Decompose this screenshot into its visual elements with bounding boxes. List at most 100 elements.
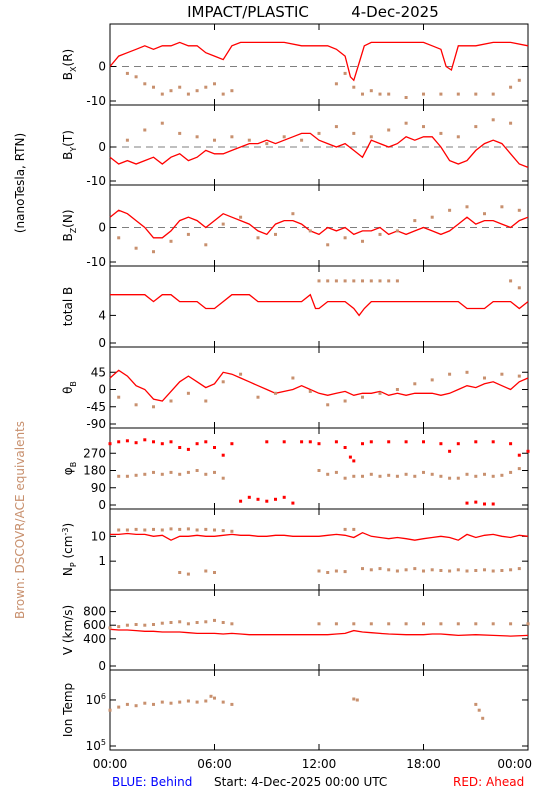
series-point (378, 391, 382, 395)
series-point (274, 391, 277, 395)
series-point (134, 75, 138, 79)
series-point (491, 92, 495, 96)
panel-ylabel-temp: Ion Temp (61, 683, 75, 737)
series-point (439, 622, 443, 626)
series-point (422, 440, 425, 444)
y-tick-label: -10 (86, 255, 106, 269)
series-point (125, 138, 129, 142)
panel-theta: 45 0 -45 -90 θB (61, 346, 529, 431)
series-bx-0 (109, 41, 529, 82)
series-point (213, 470, 216, 474)
series-point (404, 440, 408, 444)
series-point (509, 85, 513, 89)
series-point (500, 205, 504, 209)
series-point (221, 529, 225, 533)
series-point (334, 82, 338, 86)
series-point (204, 527, 208, 531)
x-tick-label: 06:00 (197, 757, 232, 771)
series-point (378, 232, 382, 236)
panel-ylabel-bz: BZ(N) (61, 209, 78, 241)
series-point (348, 455, 352, 459)
series-point (413, 219, 417, 223)
panel-ylabel-btotal: total B (61, 287, 75, 327)
series-point (256, 497, 260, 501)
series-point (169, 239, 173, 243)
panel-ylabel-phi: φB (61, 462, 78, 475)
y-tick-label: 600 (83, 618, 106, 632)
panel-frame (109, 346, 529, 429)
y-tick-label: 400 (83, 632, 106, 646)
series-point (204, 620, 208, 624)
series-point (439, 131, 443, 135)
series-point (239, 215, 243, 219)
series-point (352, 527, 356, 531)
series-point (152, 250, 155, 254)
series-v-0 (109, 628, 529, 637)
series-point (265, 440, 269, 444)
series-point (465, 569, 469, 573)
series-point (369, 279, 373, 283)
series-point (134, 704, 138, 708)
panel-np: 10 1 NP (cm-3) (61, 508, 529, 591)
series-point (160, 621, 164, 625)
series-point (108, 442, 112, 446)
series-point (387, 440, 391, 444)
series-point (481, 716, 485, 720)
series-point (509, 622, 513, 626)
series-point (352, 459, 356, 463)
series-point (213, 446, 216, 449)
series-point (491, 502, 495, 506)
series-point (239, 499, 243, 503)
series-point (186, 572, 190, 576)
series-point (474, 569, 478, 572)
series-point (395, 388, 399, 391)
series-point (378, 92, 382, 96)
series-point (491, 474, 495, 478)
series-point (439, 92, 443, 96)
series-point (152, 440, 155, 444)
series-point (317, 131, 321, 135)
series-point (186, 527, 190, 531)
series-point (395, 474, 399, 478)
series-point (474, 474, 478, 478)
y-tick-label: 1 (98, 554, 106, 568)
series-btotal-1 (317, 279, 521, 290)
series-point (178, 527, 182, 531)
series-point (326, 403, 330, 407)
series-point (125, 439, 129, 443)
series-point (274, 497, 277, 501)
y-tick-label: 106 (86, 692, 106, 707)
series-phi-0 (108, 438, 530, 463)
series-point (491, 440, 495, 444)
series-point (369, 472, 373, 476)
series-point (160, 700, 164, 704)
series-point (413, 382, 417, 386)
series-np-1 (117, 527, 521, 576)
panel-frame (109, 184, 529, 267)
series-point (125, 71, 129, 75)
series-point (526, 622, 530, 626)
series-point (422, 622, 425, 626)
series-point (169, 440, 173, 444)
series-point (230, 135, 234, 139)
series-point (430, 215, 434, 219)
series-point (213, 138, 216, 142)
series-point (509, 121, 513, 125)
series-point (422, 125, 425, 129)
series-point (378, 567, 382, 571)
series-point (343, 476, 347, 480)
series-theta-0 (109, 369, 529, 402)
series-point (517, 78, 521, 82)
series-point (152, 85, 155, 89)
series-point (108, 626, 112, 630)
series-point (509, 442, 513, 446)
series-point (282, 495, 286, 499)
series-by-1 (125, 118, 513, 146)
series-point (134, 623, 138, 626)
series-point (343, 446, 347, 449)
series-point (456, 568, 460, 572)
series-point (143, 82, 147, 86)
series-point (448, 476, 452, 480)
series-point (256, 395, 260, 399)
